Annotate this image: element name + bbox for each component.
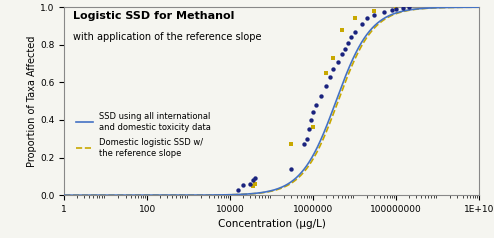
SSD using all international
and domestic toxicity data xyxy=(468,6,474,9)
Point xyxy=(392,7,400,11)
SSD using all international
and domestic toxicity data xyxy=(476,6,482,9)
Domestic logistic SSD w/
the reference slope xyxy=(423,7,429,10)
Point xyxy=(300,143,308,146)
Point xyxy=(305,128,313,131)
SSD using all international
and domestic toxicity data xyxy=(423,7,429,10)
Point xyxy=(363,16,371,20)
Point xyxy=(347,35,355,39)
Point xyxy=(329,67,337,71)
SSD using all international
and domestic toxicity data xyxy=(61,194,67,197)
Point xyxy=(344,41,352,45)
Point xyxy=(351,30,359,34)
Point xyxy=(322,84,329,88)
Point xyxy=(392,5,400,9)
Domestic logistic SSD w/
the reference slope xyxy=(476,6,482,9)
Point xyxy=(303,137,311,141)
Domestic logistic SSD w/
the reference slope xyxy=(133,194,139,197)
Point xyxy=(246,182,254,186)
Point xyxy=(329,56,337,60)
Legend: SSD using all international
and domestic toxicity data, Domestic logistic SSD w/: SSD using all international and domestic… xyxy=(73,109,214,161)
Line: Domestic logistic SSD w/
the reference slope: Domestic logistic SSD w/ the reference s… xyxy=(64,7,479,195)
Point xyxy=(307,118,315,122)
Text: with application of the reference slope: with application of the reference slope xyxy=(73,32,261,42)
Point xyxy=(326,75,333,79)
X-axis label: Concentration (μg/L): Concentration (μg/L) xyxy=(218,219,326,229)
Point xyxy=(370,9,378,13)
Point xyxy=(251,182,259,186)
SSD using all international
and domestic toxicity data xyxy=(220,193,226,196)
Domestic logistic SSD w/
the reference slope xyxy=(109,194,115,197)
Point xyxy=(370,13,378,17)
Point xyxy=(288,143,295,146)
Point xyxy=(309,126,317,129)
Point xyxy=(351,16,359,20)
Point xyxy=(251,176,259,180)
Point xyxy=(341,47,349,50)
Point xyxy=(313,103,321,107)
Point xyxy=(309,110,317,114)
Domestic logistic SSD w/
the reference slope xyxy=(220,193,226,196)
Point xyxy=(234,188,242,191)
Point xyxy=(322,71,329,75)
Point xyxy=(334,60,342,64)
Point xyxy=(249,184,257,188)
Point xyxy=(317,94,325,97)
Domestic logistic SSD w/
the reference slope xyxy=(239,193,245,196)
Text: Logistic SSD for Methanol: Logistic SSD for Methanol xyxy=(73,11,234,21)
Point xyxy=(288,167,295,171)
Point xyxy=(338,52,346,56)
Point xyxy=(380,10,388,14)
SSD using all international
and domestic toxicity data xyxy=(239,193,245,196)
Point xyxy=(338,28,346,32)
Point xyxy=(358,22,366,26)
Domestic logistic SSD w/
the reference slope xyxy=(468,6,474,9)
Point xyxy=(239,183,247,187)
Y-axis label: Proportion of Taxa Affected: Proportion of Taxa Affected xyxy=(27,35,38,167)
Point xyxy=(249,178,257,182)
SSD using all international
and domestic toxicity data xyxy=(109,194,115,197)
Point xyxy=(405,5,412,9)
Line: SSD using all international
and domestic toxicity data: SSD using all international and domestic… xyxy=(64,7,479,195)
SSD using all international
and domestic toxicity data xyxy=(133,194,139,197)
Domestic logistic SSD w/
the reference slope xyxy=(61,194,67,197)
Point xyxy=(388,8,396,12)
Point xyxy=(400,6,408,10)
